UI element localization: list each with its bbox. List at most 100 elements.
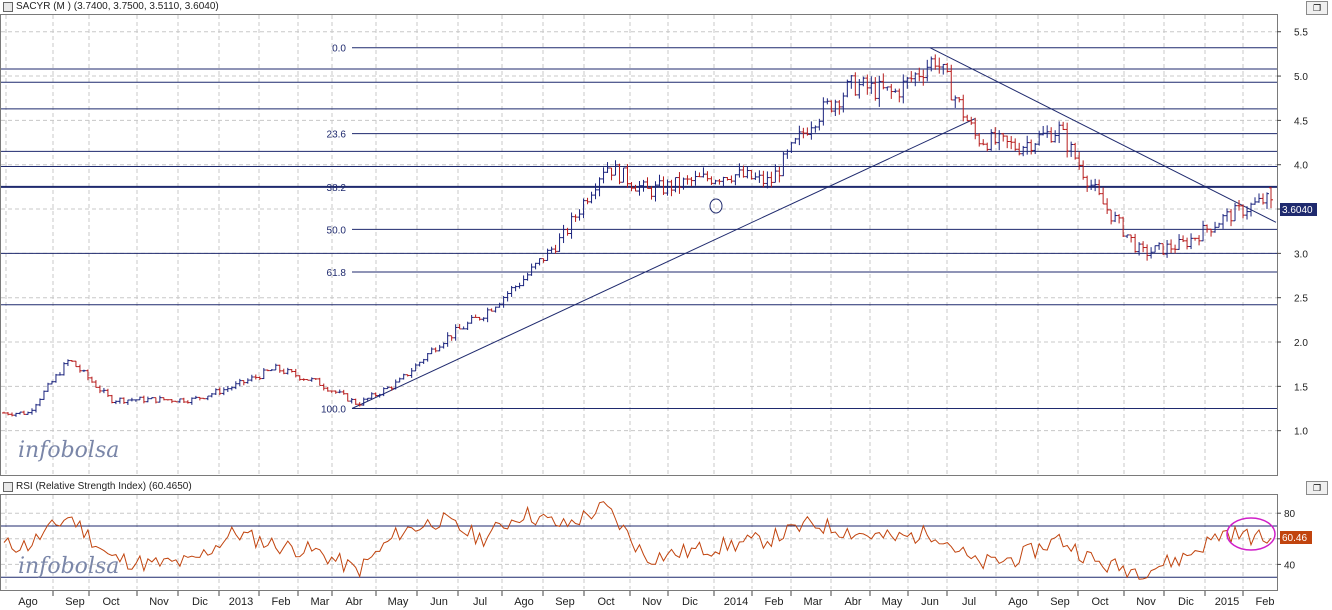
x-tick-label: Sep [65, 596, 85, 608]
price-bar [1153, 245, 1158, 253]
x-tick-label: Ago [18, 596, 38, 608]
price-bar [549, 246, 554, 254]
fibonacci-label: 50.0 [327, 225, 347, 236]
x-tick-label: Jun [921, 596, 939, 608]
price-bar [461, 326, 466, 330]
price-bar [253, 374, 258, 380]
price-bar [597, 177, 602, 197]
price-bar [961, 94, 966, 122]
price-bar [121, 397, 126, 404]
price-bar [217, 387, 222, 396]
price-bar [745, 166, 750, 179]
price-bar [493, 306, 498, 313]
price-bar [441, 342, 446, 349]
price-bar [229, 386, 234, 391]
fibonacci-label: 100.0 [321, 405, 346, 416]
price-bar [141, 395, 146, 404]
price-bar [1177, 234, 1182, 250]
price-bar [77, 364, 82, 373]
price-bar [1073, 142, 1078, 160]
x-tick-label: Ago [1008, 596, 1028, 608]
rsi-series-line [3, 501, 1272, 580]
price-bar [2, 411, 6, 414]
price-bar [1117, 214, 1122, 224]
x-tick-label: Jun [430, 596, 448, 608]
panel-icon [3, 2, 13, 12]
x-tick-label: Sep [555, 596, 575, 608]
price-bar [25, 411, 30, 415]
price-bar [869, 76, 874, 94]
price-bar [285, 367, 290, 375]
price-bar [837, 100, 842, 115]
x-axis: Ago Sep Oct Nov Dic 2013 Feb Mar Abr May Jun Jul Ago… [18, 591, 1274, 608]
price-bar [849, 75, 854, 89]
price-bar [301, 378, 306, 381]
price-bar [365, 397, 370, 401]
price-bar [697, 172, 702, 178]
price-bar [1113, 211, 1118, 223]
price-bar [993, 127, 998, 145]
price-bar [1225, 208, 1230, 222]
price-bar [465, 321, 470, 330]
price-bar [833, 99, 838, 117]
price-bar [1061, 121, 1066, 130]
price-bar [1161, 243, 1166, 255]
price-bar [325, 386, 330, 392]
price-bar [665, 179, 670, 196]
price-bar [133, 399, 138, 402]
price-bar [969, 116, 974, 125]
price-bar [177, 398, 182, 403]
price-bar [1013, 138, 1018, 151]
trendline [929, 47, 1277, 223]
price-bar [281, 368, 286, 375]
price-bar [573, 214, 578, 222]
price-bar [313, 378, 318, 381]
x-tick-label: Mar [311, 596, 330, 608]
price-bar [845, 79, 850, 98]
price-bar [1085, 175, 1090, 192]
fibonacci-label: 0.0 [332, 44, 346, 55]
price-bar [929, 56, 934, 72]
price-bar [477, 316, 482, 321]
price-bar [981, 139, 986, 146]
price-bar [785, 149, 790, 159]
price-bar [85, 369, 90, 381]
x-tick-label: Feb [1256, 596, 1275, 608]
price-bar [965, 114, 970, 122]
price-bar [385, 386, 390, 390]
price-bar [1097, 179, 1102, 196]
price-bar [1197, 235, 1202, 246]
price-bar [625, 164, 630, 188]
price-bar [713, 179, 718, 185]
price-bar [701, 167, 706, 178]
price-bar [537, 258, 542, 266]
price-bar [157, 395, 162, 403]
price-bar [753, 172, 758, 181]
price-bar [289, 369, 294, 373]
price-y-axis: 1.01.52.02.53.03.54.04.55.05.5 [1277, 28, 1308, 438]
x-tick-label: Oct [597, 596, 614, 608]
price-bar [1045, 125, 1050, 138]
price-bar [65, 359, 70, 367]
price-bar [997, 130, 1002, 151]
x-tick-label: Oct [102, 596, 119, 608]
price-bar [393, 379, 398, 390]
trendline [351, 118, 976, 409]
price-bar [333, 390, 338, 394]
window-restore-icon[interactable]: ❐ [1306, 1, 1328, 15]
price-bar [209, 392, 214, 398]
price-bar [677, 172, 682, 194]
price-bar [69, 360, 74, 362]
price-bar [721, 176, 726, 187]
x-tick-label: Abr [345, 596, 362, 608]
rsi-highlight-circle [1226, 517, 1276, 551]
window-restore-icon[interactable]: ❐ [1306, 481, 1328, 495]
price-bar [1125, 234, 1130, 239]
price-bar [201, 397, 206, 400]
price-bar [417, 361, 422, 367]
price-bar [801, 127, 806, 139]
y-tick-label: 2.5 [1294, 294, 1308, 305]
price-bar [977, 133, 982, 147]
price-bar [521, 275, 526, 287]
price-bar [1193, 237, 1198, 241]
